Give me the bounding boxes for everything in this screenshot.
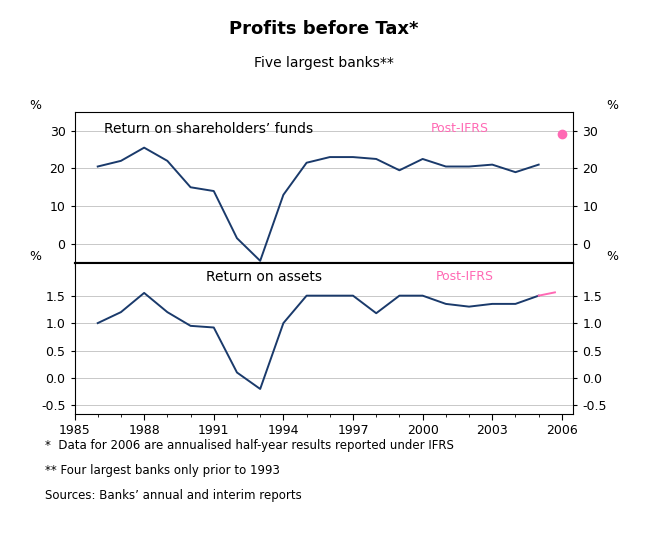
Text: ** Four largest banks only prior to 1993: ** Four largest banks only prior to 1993 <box>45 464 280 477</box>
Text: %: % <box>30 99 41 112</box>
Text: Return on assets: Return on assets <box>206 270 322 285</box>
Text: Five largest banks**: Five largest banks** <box>254 56 394 70</box>
Text: Post-IFRS: Post-IFRS <box>431 122 489 135</box>
Text: %: % <box>607 99 618 112</box>
Text: %: % <box>30 250 41 263</box>
Text: Post-IFRS: Post-IFRS <box>435 270 494 283</box>
Text: Profits before Tax*: Profits before Tax* <box>229 20 419 37</box>
Text: Return on shareholders’ funds: Return on shareholders’ funds <box>104 122 314 136</box>
Text: %: % <box>607 250 618 263</box>
Text: *  Data for 2006 are annualised half-year results reported under IFRS: * Data for 2006 are annualised half-year… <box>45 439 454 452</box>
Text: Sources: Banks’ annual and interim reports: Sources: Banks’ annual and interim repor… <box>45 489 302 502</box>
